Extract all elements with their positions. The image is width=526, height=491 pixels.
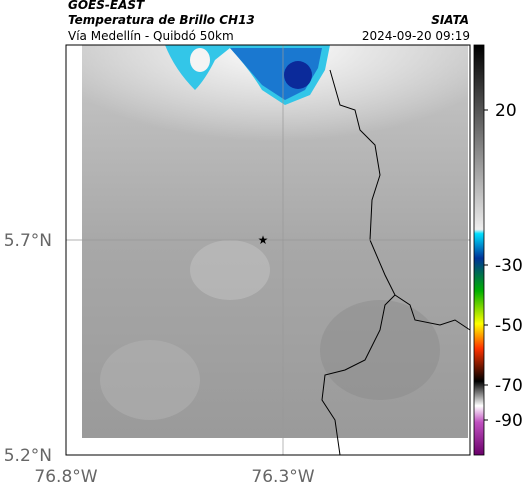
colorbar-label: -90	[495, 411, 523, 431]
border	[394, 294, 471, 331]
colorbar-label: -50	[495, 316, 523, 336]
lon-label: 76.8°W	[34, 467, 97, 487]
source: SIATA	[431, 13, 469, 27]
region: Vía Medellín - Quibdó 50km	[68, 29, 234, 43]
map-frame	[65, 44, 471, 456]
colorbar-label: -70	[495, 376, 523, 396]
colorbar	[473, 44, 485, 456]
colorbar-ticks: 20 -30 -50 -70 -90	[484, 101, 523, 431]
satellite-image	[82, 45, 468, 438]
colorbar-label: 20	[495, 101, 517, 121]
lon-label: 76.3°W	[251, 467, 314, 487]
lat-label: 5.2°N	[4, 446, 52, 466]
city-marker: ★	[258, 233, 269, 247]
timestamp: 2024-09-20 09:19	[362, 29, 470, 43]
lat-label: 5.7°N	[4, 231, 52, 251]
colorbar-label: -30	[495, 256, 523, 276]
product: Temperatura de Brillo CH13	[68, 13, 255, 27]
border	[321, 69, 396, 456]
satellite: GOES-EAST	[68, 0, 145, 12]
